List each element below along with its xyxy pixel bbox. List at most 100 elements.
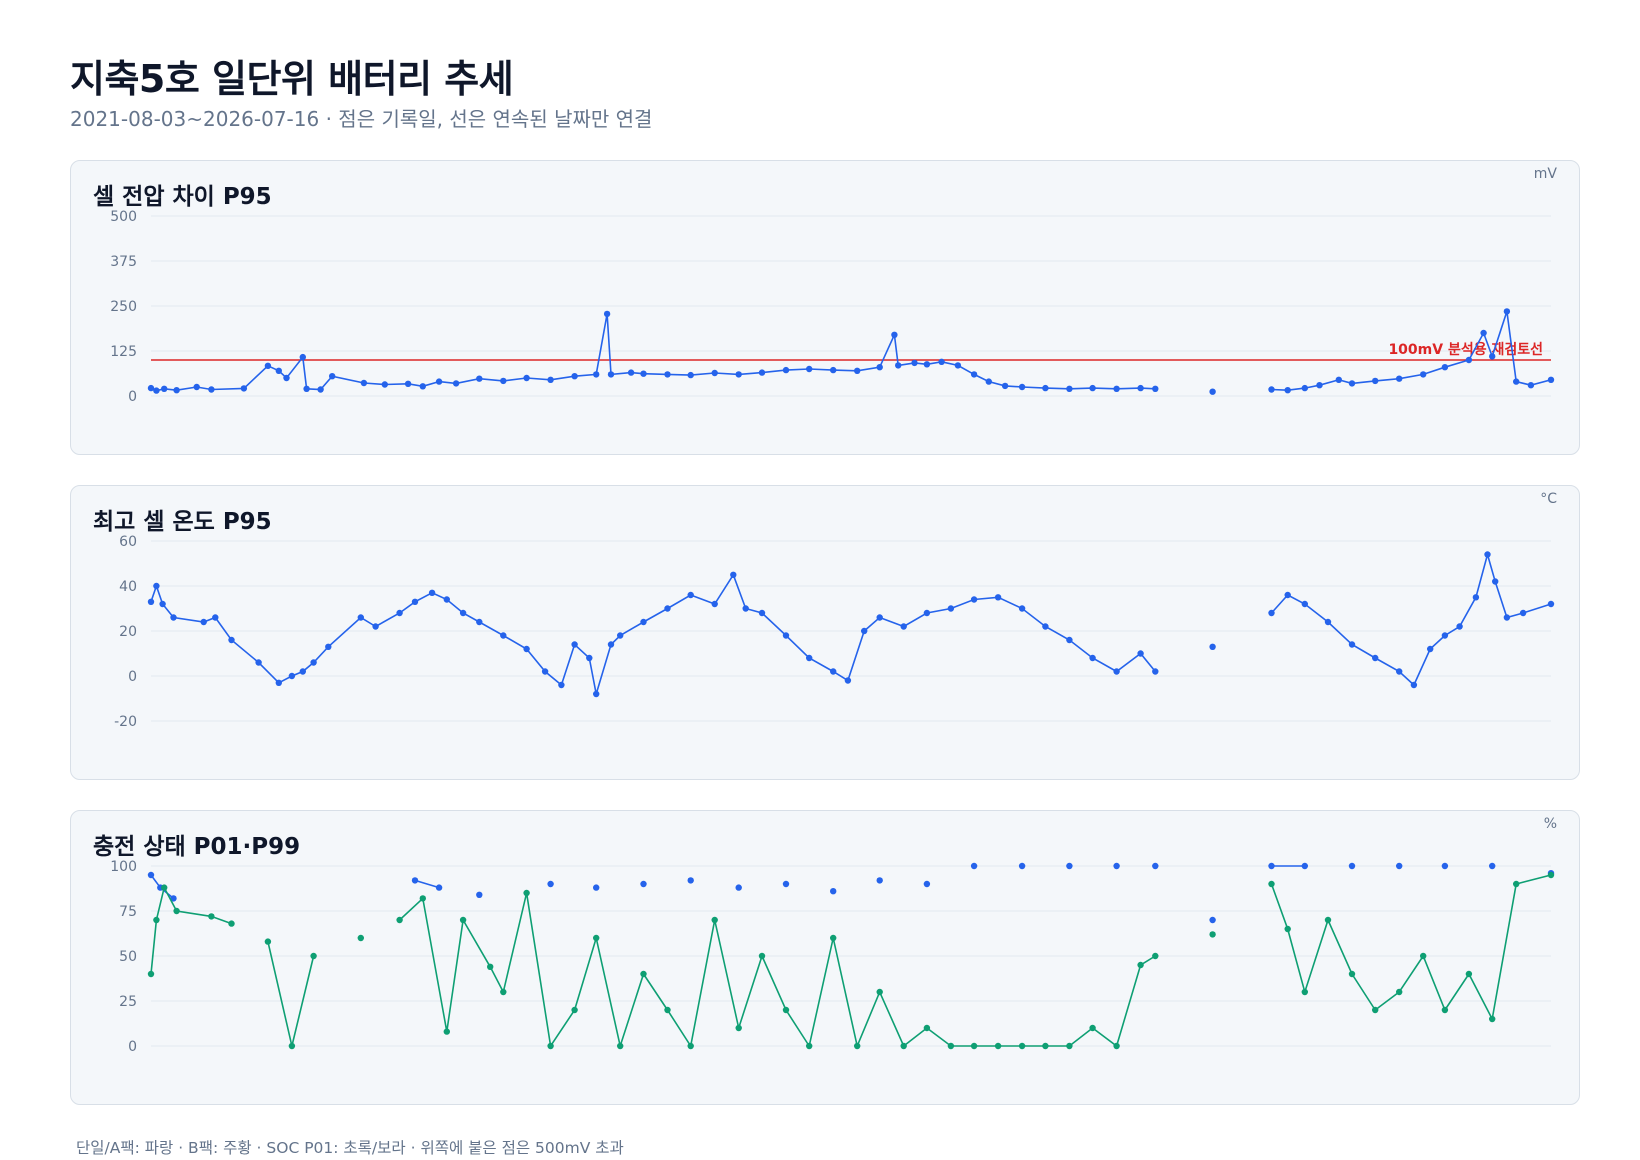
data-point [372, 623, 379, 630]
data-point [476, 375, 483, 382]
chart-unit: mV [1533, 166, 1557, 182]
data-point [1348, 641, 1356, 648]
data-point [1284, 591, 1291, 599]
data-point [758, 609, 766, 617]
series-line [399, 892, 1156, 1050]
data-point [329, 373, 336, 380]
data-point [303, 385, 310, 392]
data-point [586, 654, 593, 662]
chart-unit: °C [1540, 491, 1557, 507]
data-point [830, 888, 837, 895]
data-point [288, 672, 296, 680]
chart-title: 최고 셀 온도 P95 [93, 509, 272, 535]
data-point [593, 690, 600, 698]
data-point [900, 1042, 907, 1050]
data-point [1348, 862, 1356, 870]
data-point [806, 365, 813, 373]
data-point [1441, 862, 1449, 870]
data-point [758, 369, 766, 376]
data-point [147, 384, 155, 392]
y-tick-label: 0 [128, 1039, 137, 1055]
data-point [396, 916, 403, 924]
data-point [523, 374, 530, 382]
data-point [1018, 862, 1026, 870]
data-point [1484, 551, 1491, 558]
y-tick-label: -20 [114, 714, 137, 730]
data-point [1547, 871, 1555, 879]
data-point [735, 1024, 742, 1032]
data-point [1018, 605, 1026, 612]
data-point [1324, 618, 1332, 626]
data-point [994, 1042, 1002, 1050]
data-point [1018, 383, 1026, 391]
data-point [1066, 1042, 1073, 1050]
data-point [310, 659, 317, 666]
data-point [275, 679, 282, 686]
data-point [443, 596, 450, 603]
data-point [1089, 1024, 1096, 1032]
data-point [830, 668, 837, 675]
data-point [1372, 377, 1379, 385]
chart-svg: 0 25 50 75 100 [110, 859, 1555, 1055]
data-point [617, 632, 624, 639]
y-tick-label: 100 [110, 859, 137, 875]
data-point [617, 1042, 624, 1050]
data-point [571, 641, 578, 648]
data-point [711, 369, 718, 377]
data-point [911, 359, 918, 367]
data-point [806, 654, 813, 662]
data-point [325, 643, 332, 650]
page-title: 지축5호 일단위 배터리 추세 [70, 57, 514, 101]
data-point [844, 677, 852, 684]
data-point [830, 366, 837, 374]
data-point [1089, 654, 1096, 662]
data-point [193, 383, 200, 391]
chart-unit: % [1543, 816, 1557, 832]
data-point [854, 367, 861, 374]
data-point [640, 370, 647, 377]
data-point [1137, 961, 1144, 969]
data-point [742, 605, 749, 612]
data-point [1209, 388, 1216, 395]
data-point [1301, 862, 1309, 870]
data-point [1018, 1042, 1026, 1050]
data-point [1042, 623, 1049, 630]
data-point [593, 934, 600, 942]
data-point [730, 571, 737, 578]
reference-line-label: 100mV 분석용 재검토선 [1388, 341, 1543, 358]
data-point [1209, 916, 1216, 924]
data-point [523, 889, 530, 897]
data-point [876, 364, 883, 371]
chart-title: 충전 상태 P01·P99 [93, 834, 301, 860]
data-point [299, 668, 306, 675]
data-point [381, 381, 388, 388]
data-point [1284, 925, 1291, 933]
data-point [1001, 382, 1009, 390]
data-point [640, 970, 647, 978]
data-point [419, 383, 426, 390]
data-point [970, 596, 978, 603]
y-tick-label: 0 [128, 669, 137, 685]
data-point [1301, 988, 1309, 996]
data-point [264, 938, 272, 945]
data-point [627, 369, 635, 376]
data-point [607, 371, 615, 378]
data-point [317, 386, 324, 393]
series-line [1270, 874, 1552, 1022]
data-point [994, 594, 1002, 601]
data-point [1396, 375, 1403, 382]
data-point [1456, 623, 1463, 630]
chart-title: 셀 전압 차이 P95 [93, 184, 272, 210]
data-point [1465, 970, 1473, 978]
data-point [1348, 970, 1356, 978]
data-point [571, 373, 578, 380]
data-point [947, 1042, 955, 1050]
data-point [1427, 645, 1434, 653]
footer-note: 단일/A팩: 파랑 · B팩: 주황 · SOC P01: 초록/보라 · 위쪽… [76, 1139, 624, 1157]
data-point [459, 609, 467, 617]
data-point [1513, 378, 1520, 385]
data-point [1324, 916, 1332, 924]
data-point [357, 614, 364, 621]
y-tick-label: 75 [119, 904, 137, 920]
y-tick-label: 0 [128, 389, 137, 405]
